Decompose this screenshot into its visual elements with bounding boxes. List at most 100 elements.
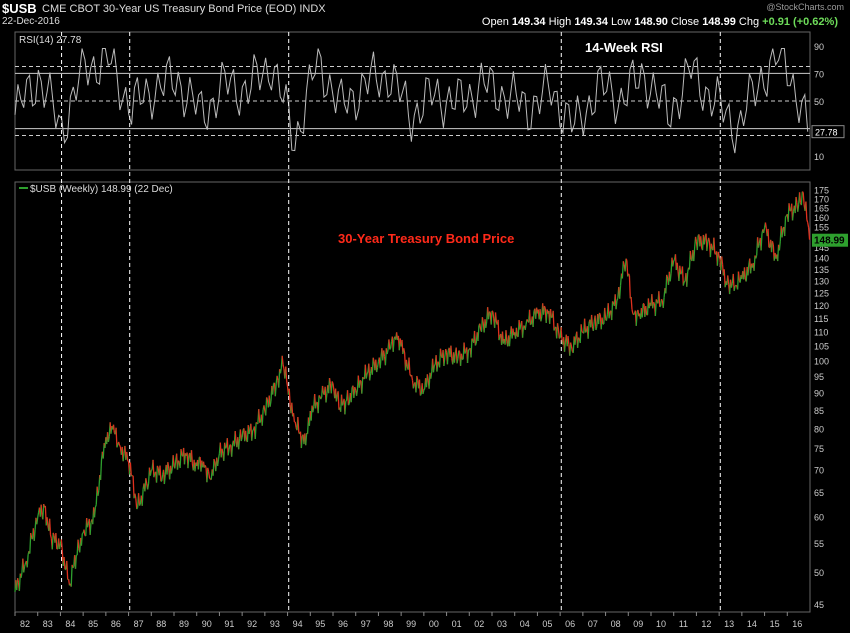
price-segment (317, 395, 320, 414)
price-segment (40, 504, 43, 515)
rsi-value-label: 27.78 (815, 128, 838, 138)
price-segment (659, 305, 662, 308)
price-segment (269, 400, 272, 407)
price-segment (453, 353, 456, 363)
price-segment (258, 409, 261, 423)
price-segment (150, 469, 153, 471)
price-segment (279, 367, 282, 374)
price-segment (372, 357, 375, 362)
price-segment (682, 281, 685, 286)
price-segment (755, 255, 758, 259)
price-segment (676, 262, 679, 272)
price-segment (619, 285, 622, 299)
price-segment (733, 285, 736, 291)
rsi-tick-label: 10 (814, 152, 824, 162)
price-segment (272, 383, 275, 395)
price-segment (673, 259, 676, 262)
price-segment (134, 493, 137, 499)
chart-date: 22-Dec-2016 (2, 16, 60, 27)
price-segment (662, 297, 665, 308)
price-segment (569, 342, 573, 347)
price-tick-label: 105 (814, 342, 829, 352)
price-segment (167, 462, 170, 469)
price-segment (297, 416, 300, 433)
price-segment (730, 283, 733, 288)
price-segment (331, 381, 334, 384)
price-segment (122, 453, 125, 462)
price-segment (383, 350, 386, 357)
price-segment (281, 355, 284, 365)
price-segment (460, 353, 463, 360)
price-segment (635, 312, 638, 326)
price-segment (137, 493, 141, 506)
price-segment (58, 543, 62, 550)
price-segment (508, 334, 511, 347)
price-segment (481, 317, 484, 324)
price-segment (443, 357, 446, 367)
price-segment (248, 428, 251, 435)
price-segment (581, 331, 584, 333)
price-segment (238, 438, 241, 450)
price-segment (457, 350, 460, 359)
price-segment (204, 465, 207, 468)
price-segment (757, 243, 760, 248)
price-segment (29, 532, 32, 554)
price-segment (217, 453, 221, 460)
rsi-value-tag (811, 125, 845, 139)
price-segment (51, 532, 54, 550)
price-segment (703, 237, 706, 245)
price-segment (361, 377, 364, 394)
price-segment (77, 539, 80, 549)
price-segment (491, 310, 494, 313)
price-segment (686, 271, 689, 287)
price-segment (408, 357, 411, 374)
price-segment (48, 518, 52, 535)
price-segment (20, 572, 23, 578)
price-segment (666, 274, 669, 279)
price-segment (325, 393, 328, 403)
price-segment (781, 227, 784, 238)
close-label: Close (671, 16, 700, 28)
price-title: 30-Year Treasury Bond Price (338, 231, 514, 246)
price-segment (727, 275, 730, 285)
price-tick-label: 115 (814, 314, 828, 324)
price-segment (767, 228, 770, 248)
watermark: @StockCharts.com (766, 2, 844, 12)
price-segment (532, 311, 535, 328)
rsi-tick-label: 90 (814, 42, 824, 52)
rsi-tick-label: 50 (814, 97, 824, 107)
x-tick-label: 95 (315, 619, 325, 629)
price-segment (601, 317, 604, 325)
price-segment (37, 512, 40, 518)
price-segment (312, 406, 315, 413)
price-segment (366, 371, 369, 375)
price-segment (127, 460, 130, 463)
price-tick-label: 55 (814, 539, 824, 549)
price-segment (801, 191, 804, 193)
open-value: 149.34 (511, 16, 546, 28)
price-segment (718, 256, 721, 260)
price-segment (410, 374, 414, 381)
price-segment (540, 316, 543, 322)
ohlc-readout: Open 149.34 High 149.34 Low 148.90 Close… (482, 16, 838, 28)
price-segment (81, 532, 84, 535)
price-segment (515, 327, 518, 337)
price-segment (791, 211, 795, 221)
price-segment (42, 503, 45, 520)
price-segment (689, 250, 692, 260)
price-segment (254, 422, 257, 439)
price-segment (680, 272, 683, 275)
price-segment (314, 402, 318, 409)
price-segment (743, 267, 746, 280)
price-tick-label: 50 (814, 568, 824, 578)
price-segment (806, 219, 809, 223)
price-segment (23, 562, 27, 567)
price-segment (371, 357, 374, 375)
price-segment (187, 455, 190, 469)
price-segment (622, 261, 625, 265)
price-segment (60, 539, 63, 551)
price-segment (197, 457, 200, 470)
price-segment (112, 424, 116, 433)
x-tick-label: 07 (588, 619, 598, 629)
